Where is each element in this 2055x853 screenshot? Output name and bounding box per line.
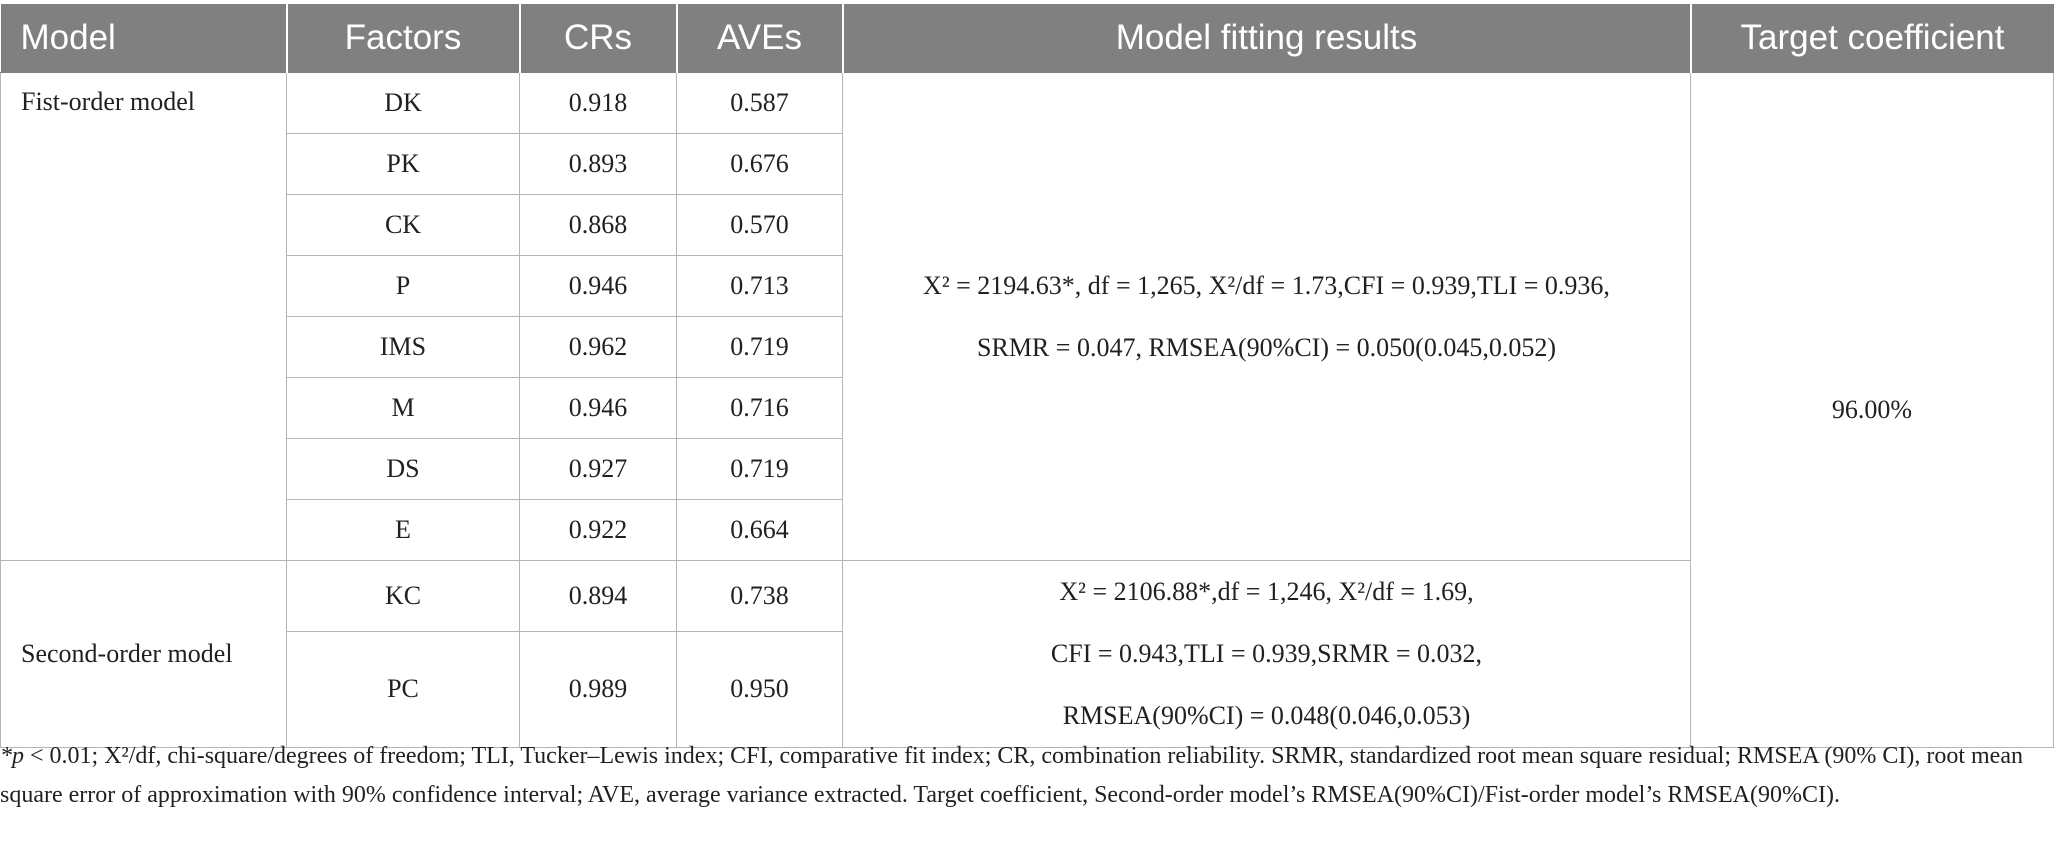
header-crs: CRs: [518, 4, 677, 73]
table-footnote: *p < 0.01; X²/df, chi-square/degrees of …: [0, 737, 2040, 815]
first-order-model-label: Fist-order model: [0, 72, 287, 561]
factor-cell: E: [286, 499, 520, 561]
factor-cell: PK: [286, 133, 520, 195]
factor-cell: DS: [286, 438, 520, 500]
factor-cell: DK: [286, 72, 520, 134]
table-row: Second-order model KC 0.894 0.738 X² = 2…: [0, 560, 2054, 748]
footnote-text: < 0.01; X²/df, chi-square/degrees of fre…: [0, 743, 2023, 808]
table-row: Fist-order model DK 0.918 0.587 X² = 219…: [0, 72, 2054, 748]
table-row: M 0.946 0.716: [1, 377, 2054, 439]
ave-cell: 0.716: [676, 377, 843, 439]
second-order-fit-results: X² = 2106.88*,df = 1,246, X²/df = 1.69, …: [842, 560, 1691, 748]
ave-cell: 0.587: [676, 72, 843, 134]
factor-cell: KC: [286, 560, 520, 632]
ave-cell: 0.719: [676, 316, 843, 378]
cr-cell: 0.962: [519, 316, 677, 378]
factor-cell: PC: [286, 630, 520, 749]
header-aves: AVEs: [675, 4, 843, 73]
cr-cell: 0.918: [519, 72, 677, 134]
table-row: DS 0.927 0.719: [1, 438, 2054, 500]
ave-cell: 0.719: [676, 438, 843, 500]
factor-cell: IMS: [286, 316, 520, 378]
header-row: Model Factors CRs AVEs Model fitting res…: [0, 4, 2054, 73]
header-target-coefficient: Target coefficient: [1689, 4, 2054, 73]
fit-line: X² = 2194.63*, df = 1,265, X²/df = 1.73,…: [923, 270, 1610, 300]
ave-cell: 0.950: [676, 630, 843, 749]
first-order-fit-results: X² = 2194.63*, df = 1,265, X²/df = 1.73,…: [842, 72, 1691, 561]
footnote-p-symbol: *p: [0, 743, 24, 769]
ave-cell: 0.676: [676, 133, 843, 195]
second-order-model-label: Second-order model: [0, 560, 287, 748]
cr-cell: 0.922: [519, 499, 677, 561]
fit-line: SRMR = 0.047, RMSEA(90%CI) = 0.050(0.045…: [977, 332, 1556, 362]
header-factors: Factors: [285, 4, 520, 73]
ave-cell: 0.738: [676, 560, 843, 632]
ave-cell: 0.713: [676, 255, 843, 317]
ave-cell: 0.664: [676, 499, 843, 561]
fit-line: CFI = 0.943,TLI = 0.939,SRMR = 0.032,: [1050, 639, 1483, 668]
header-model-fitting-results: Model fitting results: [841, 4, 1691, 73]
cr-cell: 0.927: [519, 438, 677, 500]
cr-cell: 0.989: [519, 630, 677, 749]
header-model: Model: [0, 4, 287, 73]
cr-cell: 0.893: [519, 133, 677, 195]
table-row: E 0.922 0.664: [1, 499, 2054, 561]
target-coefficient-value: 96.00%: [1690, 72, 2054, 748]
cr-cell: 0.946: [519, 377, 677, 439]
table-row: PC 0.989 0.950: [1, 630, 2054, 749]
factor-cell: P: [286, 255, 520, 317]
fit-line: RMSEA(90%CI) = 0.048(0.046,0.053): [1062, 701, 1471, 730]
factor-cell: M: [286, 377, 520, 439]
cr-cell: 0.894: [519, 560, 677, 632]
cr-cell: 0.868: [519, 194, 677, 256]
cr-cell: 0.946: [519, 255, 677, 317]
fit-line: X² = 2106.88*,df = 1,246, X²/df = 1.69,: [1059, 577, 1474, 606]
results-table: Model Factors CRs AVEs Model fitting res…: [0, 4, 2054, 749]
table-row: PK 0.893 0.676: [1, 133, 2054, 195]
ave-cell: 0.570: [676, 194, 843, 256]
factor-cell: CK: [286, 194, 520, 256]
table-row: IMS 0.962 0.719: [1, 316, 2054, 378]
